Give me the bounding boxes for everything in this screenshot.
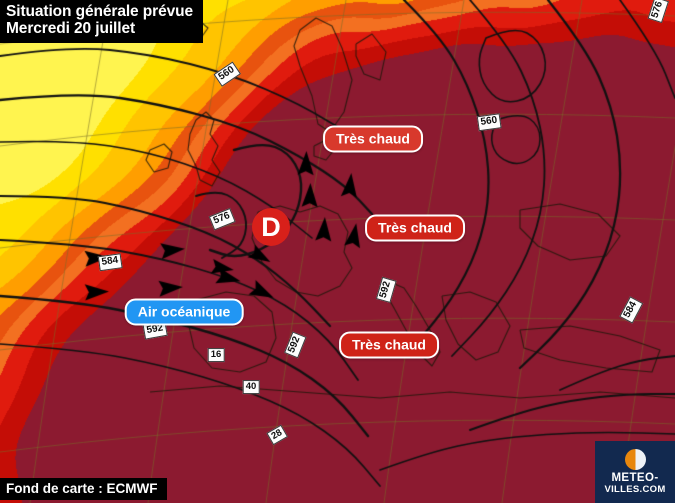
temperature-label: 16	[207, 348, 225, 362]
title-line-2: Mercredi 20 juillet	[6, 20, 136, 38]
meteovilles-logo: METEO- VILLES.COM	[595, 441, 675, 503]
map-attribution: Fond de carte : ECMWF	[0, 478, 167, 500]
annotation-oceanic-air: Air océanique	[124, 298, 244, 326]
title-line-1: Situation générale prévue	[6, 3, 193, 20]
pressure-center-depression: D	[252, 208, 290, 246]
annotation-hot-central: Très chaud	[365, 214, 465, 242]
logo-line-2: VILLES.COM	[604, 484, 666, 496]
annotation-hot-north: Très chaud	[323, 125, 423, 153]
annotation-hot-south: Très chaud	[339, 331, 439, 359]
logo-line-1: METEO-	[611, 471, 659, 484]
temperature-label: 40	[242, 380, 260, 394]
half-sun-circle-icon	[624, 448, 646, 470]
map-title-plate: Situation générale prévue Mercredi 20 ju…	[0, 0, 203, 43]
